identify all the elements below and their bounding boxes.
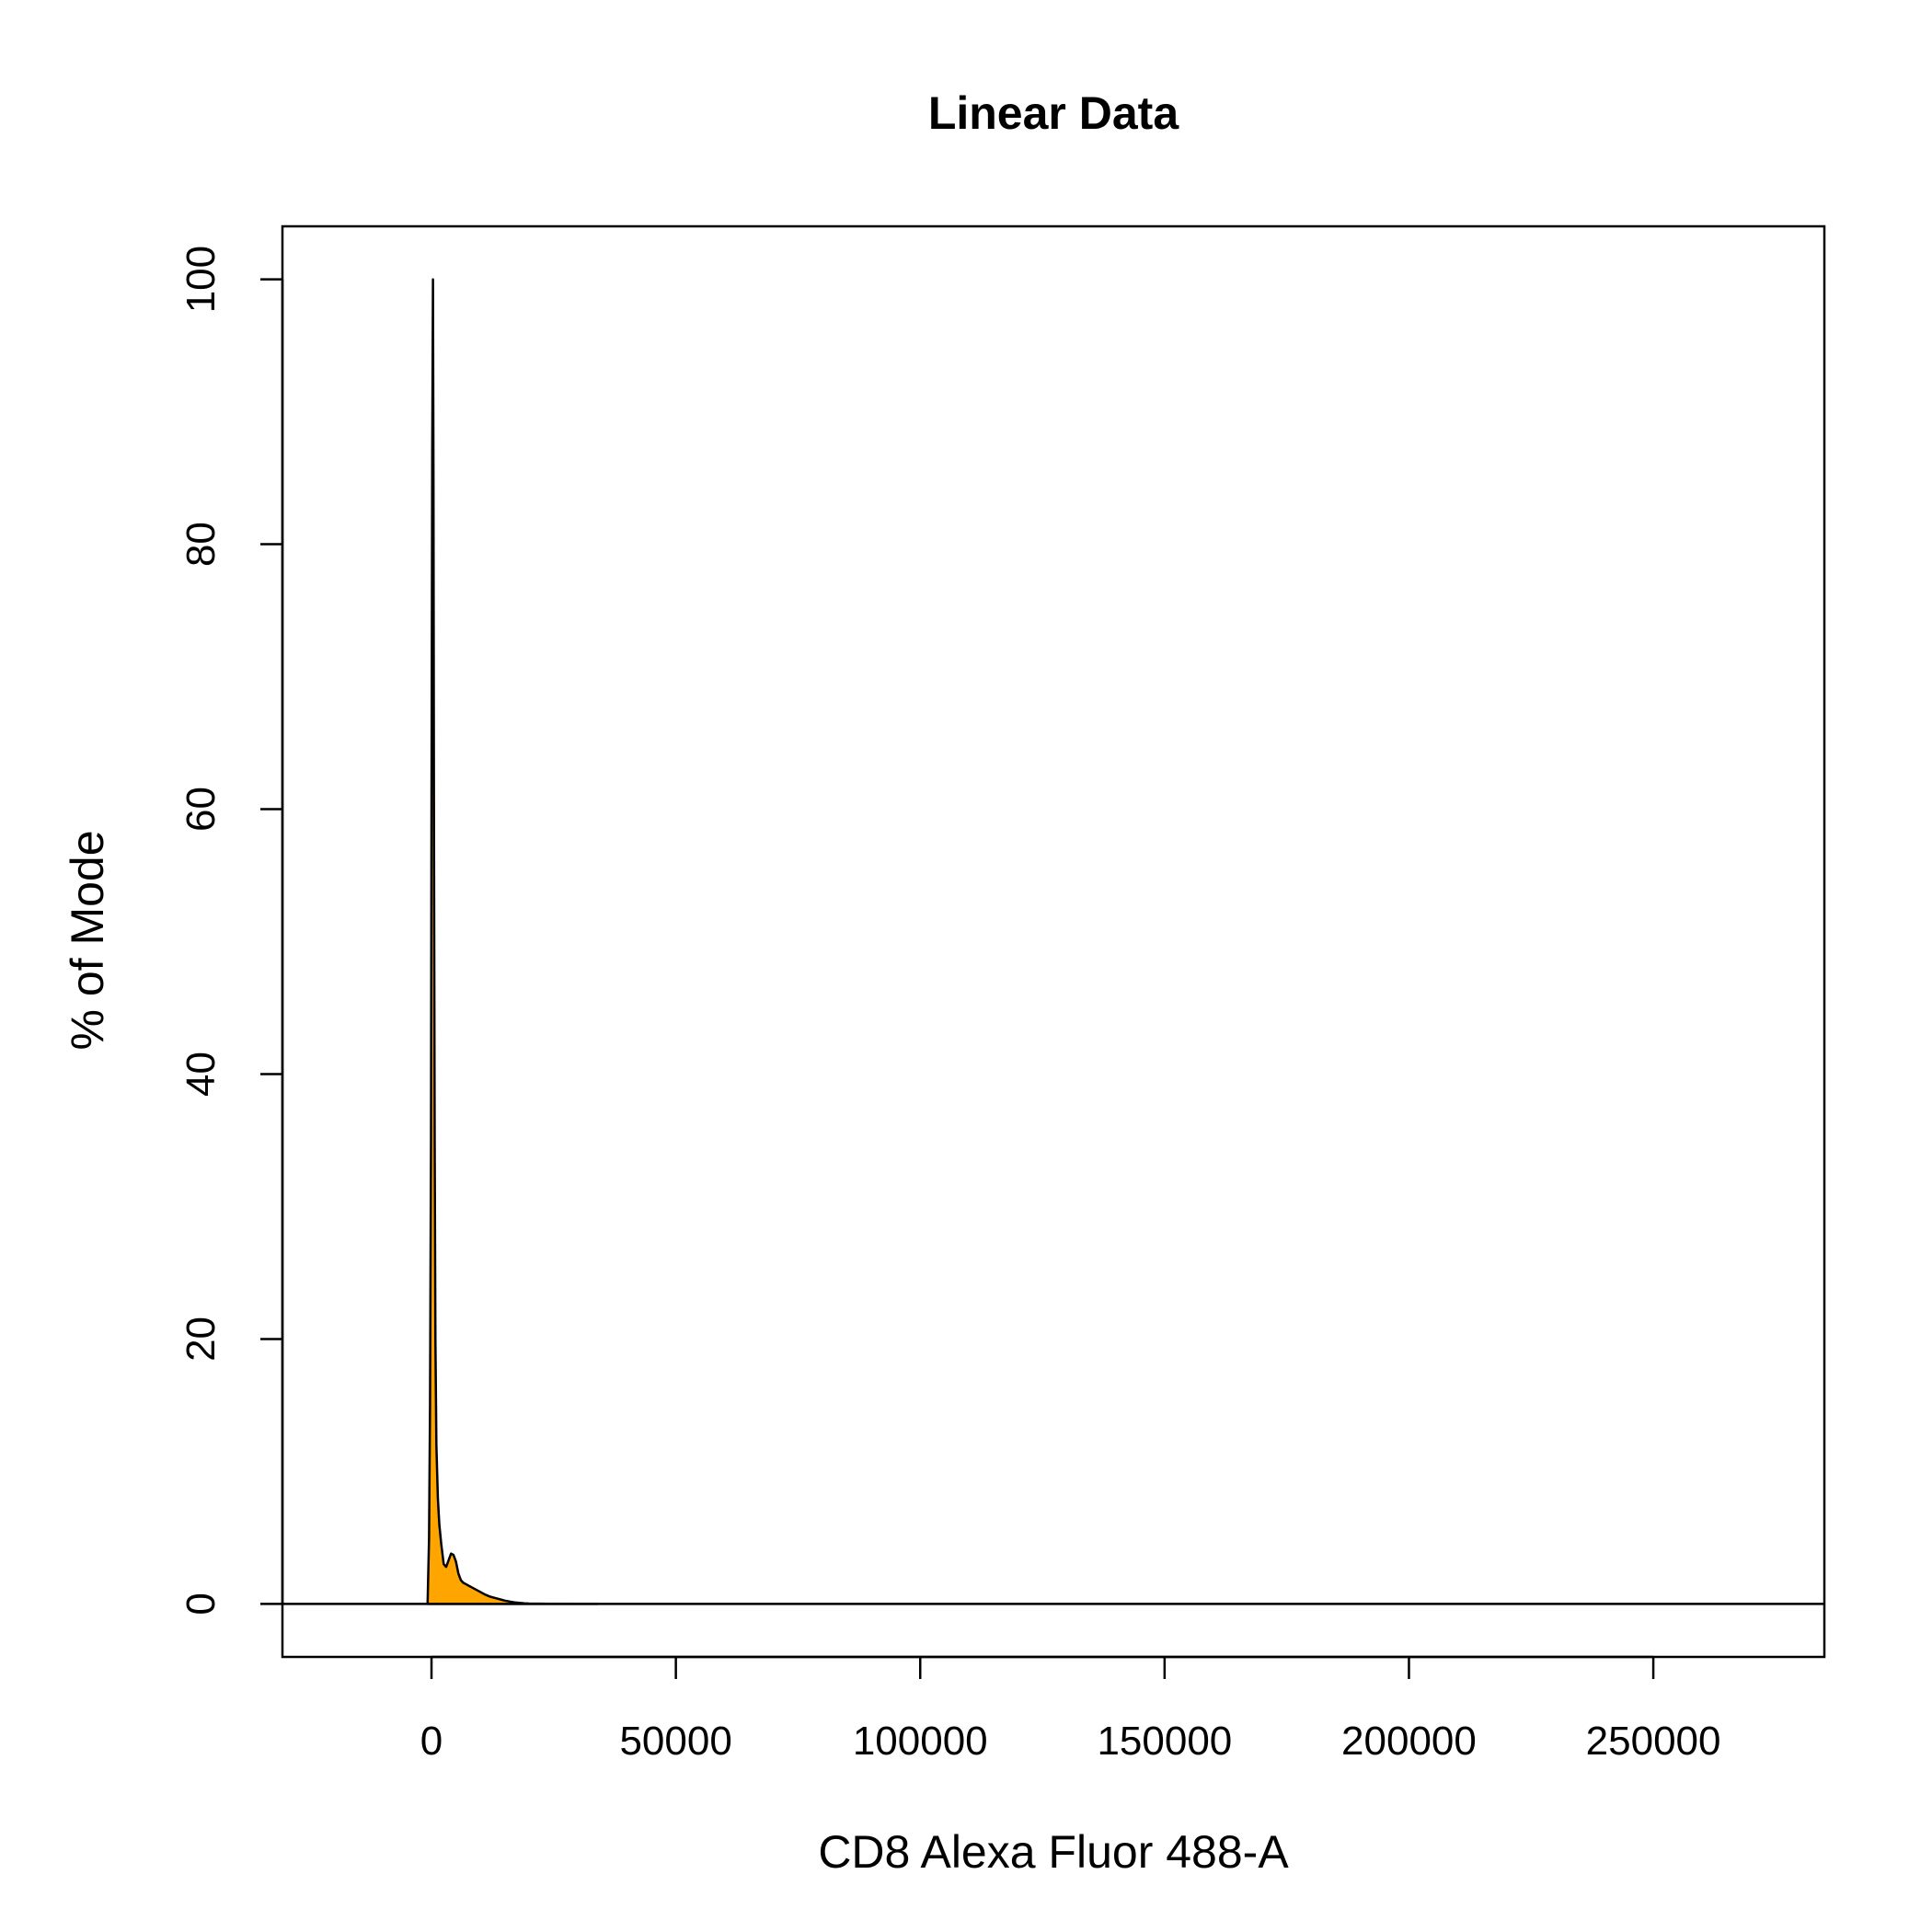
y-axis-title: % of Mode <box>62 830 113 1050</box>
y-tick-label: 0 <box>178 1593 224 1615</box>
x-tick-label: 50000 <box>619 1719 731 1764</box>
y-tick-label: 40 <box>178 1052 224 1097</box>
x-tick-label: 150000 <box>1097 1719 1232 1764</box>
histogram-area-0 <box>426 278 599 1605</box>
x-tick-label: 250000 <box>1586 1719 1721 1764</box>
y-tick-label: 60 <box>178 787 224 832</box>
histogram-layer <box>282 278 1824 1605</box>
y-tick-label: 100 <box>178 246 224 313</box>
y-tick-label: 20 <box>178 1317 224 1362</box>
x-axis-title: CD8 Alexa Fluor 488-A <box>818 1826 1289 1878</box>
y-tick-label: 80 <box>178 522 224 567</box>
x-tick-label: 100000 <box>853 1719 988 1764</box>
y-axis: 0 20 40 60 80 100 <box>178 246 284 1616</box>
chart-title: Linear Data <box>928 87 1180 139</box>
plot-frame <box>281 224 1826 1659</box>
x-tick-label: 200000 <box>1341 1719 1477 1764</box>
x-tick-label: 0 <box>420 1719 443 1764</box>
x-axis: 0 50000 100000 150000 200000 250000 <box>420 1655 1721 1764</box>
